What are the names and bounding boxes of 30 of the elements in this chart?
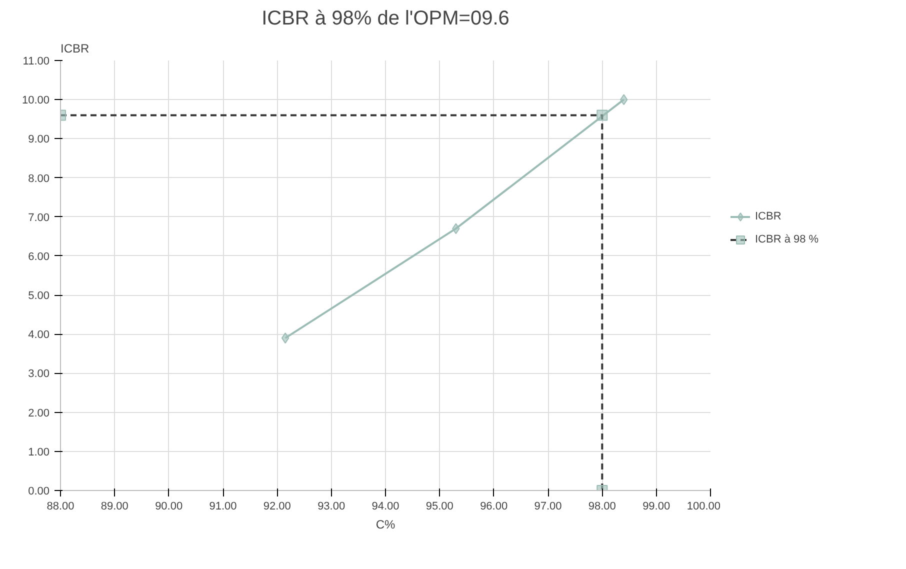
y-tick-label: 11.00 [22,56,50,68]
x-tick-label: 97.00 [534,500,562,512]
y-tick-label: 4.00 [28,329,50,342]
x-axis-title: C% [376,518,396,532]
x-tick-label: 99.00 [642,500,670,512]
y-tick-label: 7.00 [28,212,50,224]
y-tick-label: 8.00 [28,172,50,185]
x-tick-label: 100.00 [686,500,721,512]
y-tick-label: 0.00 [28,486,50,498]
x-tick-label: 88.00 [46,500,74,512]
x-tick-label: 95.00 [426,500,454,512]
y-tick-label: 1.00 [28,446,50,458]
x-tick-label: 92.00 [263,500,291,512]
x-tick-label: 98.00 [588,500,616,512]
y-axis-title: ICBR [60,42,90,56]
x-tick-label: 91.00 [209,500,237,512]
x-tick-label: 94.00 [372,500,400,512]
y-tick-label: 10.00 [22,94,50,107]
y-tick-label: 6.00 [28,250,50,263]
x-tick-label: 96.00 [480,500,508,512]
legend-label: ICBR à 98 % [755,234,819,246]
y-tick-label: 9.00 [28,134,50,146]
y-tick-label: 3.00 [28,368,50,380]
x-tick-label: 89.00 [100,500,128,512]
x-tick-label: 90.00 [155,500,183,512]
legend-label: ICBR [755,210,782,222]
x-tick-label: 93.00 [318,500,346,512]
y-tick-label: 5.00 [28,290,50,302]
y-tick-label: 2.00 [28,407,50,420]
chart-title: ICBR à 98% de l'OPM=09.6 [262,8,510,30]
